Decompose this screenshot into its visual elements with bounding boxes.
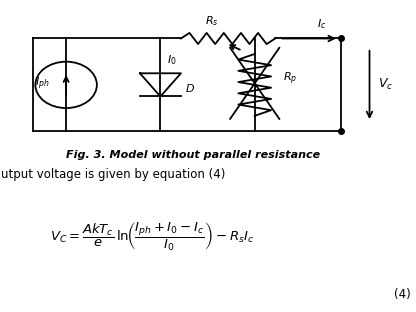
Text: $V_c$: $V_c$ [378,77,393,92]
Text: (4): (4) [394,288,411,301]
Text: utput voltage is given by equation (4): utput voltage is given by equation (4) [0,168,225,181]
Text: $I_{ph}$: $I_{ph}$ [35,75,50,91]
Text: $V_C = \dfrac{AkT_c}{e}\,\mathrm{ln}\!\left(\dfrac{I_{ph}+I_0-I_c}{I_0}\right)-R: $V_C = \dfrac{AkT_c}{e}\,\mathrm{ln}\!\l… [50,220,255,253]
Text: $R_s$: $R_s$ [205,14,218,28]
Text: $D$: $D$ [185,82,195,94]
Text: $R_p$: $R_p$ [283,71,298,87]
Text: Fig. 3. Model without parallel resistance: Fig. 3. Model without parallel resistanc… [66,150,320,160]
Text: $I_c$: $I_c$ [317,17,326,31]
Text: $I_0$: $I_0$ [166,53,176,67]
